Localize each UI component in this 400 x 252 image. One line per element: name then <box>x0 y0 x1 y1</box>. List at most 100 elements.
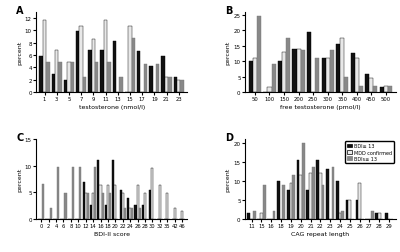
Bar <box>356 200 358 219</box>
Bar <box>57 167 59 219</box>
Bar <box>137 51 140 93</box>
Bar <box>278 62 282 93</box>
Text: B: B <box>225 6 232 16</box>
Bar <box>72 167 74 219</box>
Bar <box>149 67 153 93</box>
Bar <box>302 143 305 219</box>
Bar <box>43 21 46 93</box>
Bar <box>260 213 263 219</box>
Bar <box>142 205 144 219</box>
Bar <box>76 32 80 93</box>
Bar <box>385 213 388 219</box>
Bar <box>174 77 177 93</box>
Bar <box>156 65 160 93</box>
Bar <box>296 50 300 93</box>
Bar <box>180 80 184 93</box>
Bar <box>100 186 102 219</box>
Bar <box>114 186 116 219</box>
Bar <box>380 88 384 93</box>
Bar <box>388 86 392 93</box>
Bar <box>42 184 44 219</box>
Y-axis label: percent: percent <box>226 41 231 65</box>
Bar <box>120 190 122 219</box>
Bar <box>316 160 319 219</box>
Bar <box>67 63 71 93</box>
Bar <box>112 161 114 219</box>
Bar <box>286 39 290 93</box>
Bar <box>100 51 104 93</box>
Bar <box>339 213 341 219</box>
Bar <box>50 209 52 219</box>
Bar <box>107 186 109 219</box>
Bar <box>332 168 334 219</box>
Bar <box>46 63 50 93</box>
Bar <box>336 45 340 93</box>
Bar <box>87 194 89 219</box>
Bar <box>102 194 104 219</box>
Bar <box>127 198 129 219</box>
Bar <box>253 59 257 93</box>
Bar <box>257 17 261 93</box>
Bar <box>139 209 141 219</box>
Text: D: D <box>225 133 233 143</box>
Bar <box>88 51 92 93</box>
Bar <box>105 205 107 219</box>
Bar <box>83 78 86 93</box>
Bar <box>120 78 123 93</box>
Bar <box>82 182 85 219</box>
Bar <box>277 181 280 219</box>
Bar <box>92 194 94 219</box>
Bar <box>92 40 95 93</box>
Bar <box>166 194 168 219</box>
Bar <box>177 81 180 93</box>
Bar <box>312 168 315 219</box>
Bar <box>384 86 388 93</box>
X-axis label: BDI-II score: BDI-II score <box>94 231 130 236</box>
Bar <box>168 77 172 93</box>
Bar <box>136 186 139 219</box>
Bar <box>144 65 147 93</box>
Bar <box>161 57 165 93</box>
Bar <box>132 39 135 93</box>
Bar <box>272 65 276 93</box>
Bar <box>90 205 92 219</box>
Bar <box>326 59 330 93</box>
Bar <box>355 59 359 93</box>
Bar <box>165 77 168 93</box>
Bar <box>249 62 253 93</box>
Legend: BDI≥ 13, MDD confirmed, BDIs≤ 13: BDI≥ 13, MDD confirmed, BDIs≤ 13 <box>345 142 394 163</box>
Bar <box>159 186 161 219</box>
Bar <box>282 53 286 93</box>
Bar <box>268 88 272 93</box>
Bar <box>58 63 62 93</box>
Bar <box>52 75 55 93</box>
Bar <box>181 211 183 219</box>
Bar <box>336 181 339 219</box>
Bar <box>344 77 348 93</box>
Bar <box>64 81 67 93</box>
Bar <box>371 212 374 219</box>
Bar <box>365 74 369 93</box>
Bar <box>315 59 319 93</box>
Y-axis label: percent: percent <box>17 41 22 65</box>
Bar <box>378 213 381 219</box>
Bar <box>322 185 324 219</box>
Bar <box>300 51 305 93</box>
Bar <box>292 50 296 93</box>
Bar <box>359 86 363 93</box>
Bar <box>104 21 107 93</box>
X-axis label: CAG repeat length: CAG repeat length <box>291 231 350 236</box>
Bar <box>128 27 132 93</box>
Bar <box>346 200 348 219</box>
Bar <box>373 86 377 93</box>
X-axis label: testosterone (nmol/l): testosterone (nmol/l) <box>78 105 145 110</box>
Bar <box>131 209 133 219</box>
Bar <box>348 200 351 219</box>
Bar <box>369 79 373 93</box>
Bar <box>326 170 329 219</box>
Bar <box>129 209 131 219</box>
Bar <box>253 212 256 219</box>
Text: C: C <box>16 133 24 143</box>
Bar <box>55 51 58 93</box>
Bar <box>340 39 344 93</box>
